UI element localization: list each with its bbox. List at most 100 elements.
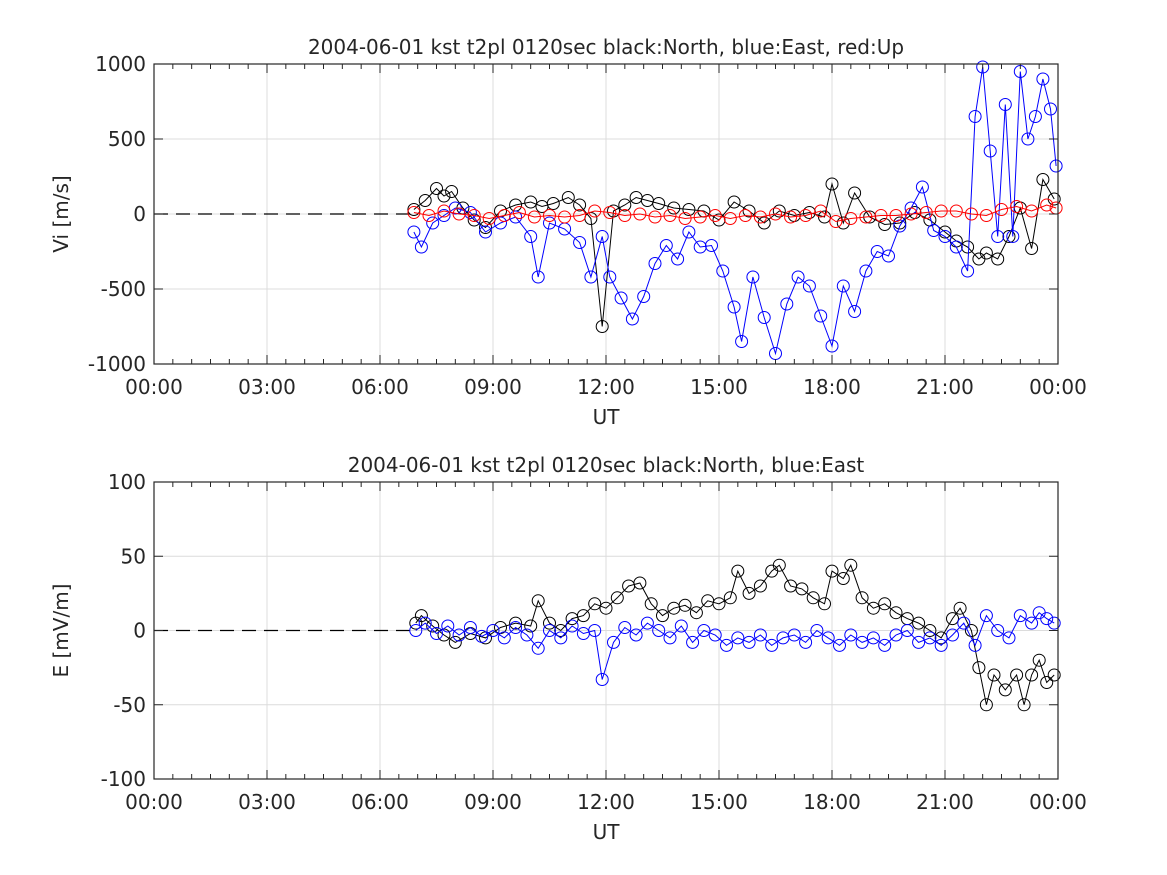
data-point	[633, 576, 647, 590]
data-point	[667, 201, 681, 215]
data-point	[938, 225, 952, 239]
data-point	[494, 216, 507, 230]
data-point	[426, 216, 440, 230]
data-point	[430, 627, 443, 640]
data-point	[708, 628, 722, 642]
data-point	[595, 320, 609, 333]
data-point	[1047, 668, 1061, 682]
series-line	[415, 563, 1055, 705]
x-tick-label: 09:00	[464, 790, 522, 814]
data-point	[753, 628, 767, 642]
y-tick-label: 50	[121, 544, 146, 568]
data-point	[607, 635, 620, 649]
data-point	[479, 221, 492, 234]
data-point	[961, 240, 975, 254]
data-point	[802, 279, 816, 293]
data-point	[848, 305, 862, 318]
data-point	[757, 311, 771, 324]
data-point	[531, 270, 545, 284]
series-2	[407, 198, 1063, 228]
data-point	[889, 628, 903, 642]
x-tick-label: 18:00	[803, 375, 861, 399]
data-point	[524, 230, 538, 243]
data-point	[979, 609, 993, 623]
data-point	[818, 597, 831, 611]
series-1	[409, 606, 1061, 686]
data-point	[1028, 110, 1042, 123]
x-tick-label: 21:00	[916, 375, 974, 399]
data-point	[512, 206, 526, 219]
data-point	[652, 197, 666, 210]
data-point	[979, 246, 993, 260]
x-tick-label: 09:00	[464, 375, 522, 399]
data-point	[979, 209, 993, 222]
data-point	[682, 225, 696, 239]
data-point	[799, 209, 813, 222]
data-point	[1002, 631, 1016, 645]
data-point	[1013, 609, 1027, 623]
data-point	[915, 180, 929, 194]
data-point	[1049, 159, 1063, 173]
data-point	[497, 631, 511, 645]
data-point	[656, 609, 669, 623]
data-point	[791, 270, 805, 284]
data-point	[610, 591, 624, 605]
data-point	[878, 218, 892, 231]
data-point	[1025, 616, 1039, 630]
data-point	[731, 564, 745, 578]
data-point	[889, 209, 903, 222]
data-point	[893, 216, 907, 230]
data-point	[595, 230, 609, 243]
data-point	[437, 209, 451, 222]
x-tick-label: 06:00	[351, 790, 409, 814]
data-point	[554, 631, 568, 645]
data-point	[588, 597, 602, 611]
data-point	[995, 203, 1008, 216]
data-point	[878, 638, 892, 652]
data-point	[543, 616, 556, 630]
data-point	[1040, 676, 1054, 689]
data-point	[640, 616, 654, 630]
data-point	[573, 209, 587, 222]
data-point	[430, 182, 443, 195]
data-point	[735, 335, 749, 348]
data-point	[678, 598, 692, 612]
data-point	[991, 252, 1005, 266]
data-point	[742, 586, 756, 600]
data-point	[452, 628, 466, 642]
data-point	[1017, 698, 1031, 712]
data-point	[1021, 132, 1035, 146]
data-point	[972, 661, 986, 675]
data-point	[573, 198, 587, 212]
data-point	[509, 621, 523, 634]
x-tick-label: 00:00	[1029, 375, 1087, 399]
data-point	[836, 216, 850, 230]
series-line	[413, 204, 1057, 223]
data-point	[964, 207, 978, 221]
data-point	[844, 628, 858, 642]
data-point	[448, 635, 462, 649]
data-point	[418, 194, 432, 207]
data-point	[479, 225, 492, 239]
data-point	[904, 207, 918, 221]
data-point	[414, 240, 428, 254]
data-point	[414, 609, 428, 623]
data-point	[814, 204, 828, 218]
data-point	[467, 213, 481, 227]
data-point	[731, 631, 745, 645]
y-tick-label: -50	[113, 693, 146, 717]
data-point	[603, 206, 617, 219]
data-point	[705, 239, 718, 252]
data-point	[629, 628, 643, 642]
x-tick-label: 03:00	[238, 790, 296, 814]
data-point	[938, 230, 952, 243]
data-point	[409, 624, 423, 637]
data-point	[825, 177, 839, 191]
data-point	[723, 591, 737, 605]
data-point	[418, 616, 432, 630]
data-point	[426, 619, 440, 633]
data-point	[912, 616, 926, 630]
data-point	[1010, 668, 1024, 682]
data-point	[855, 591, 869, 605]
